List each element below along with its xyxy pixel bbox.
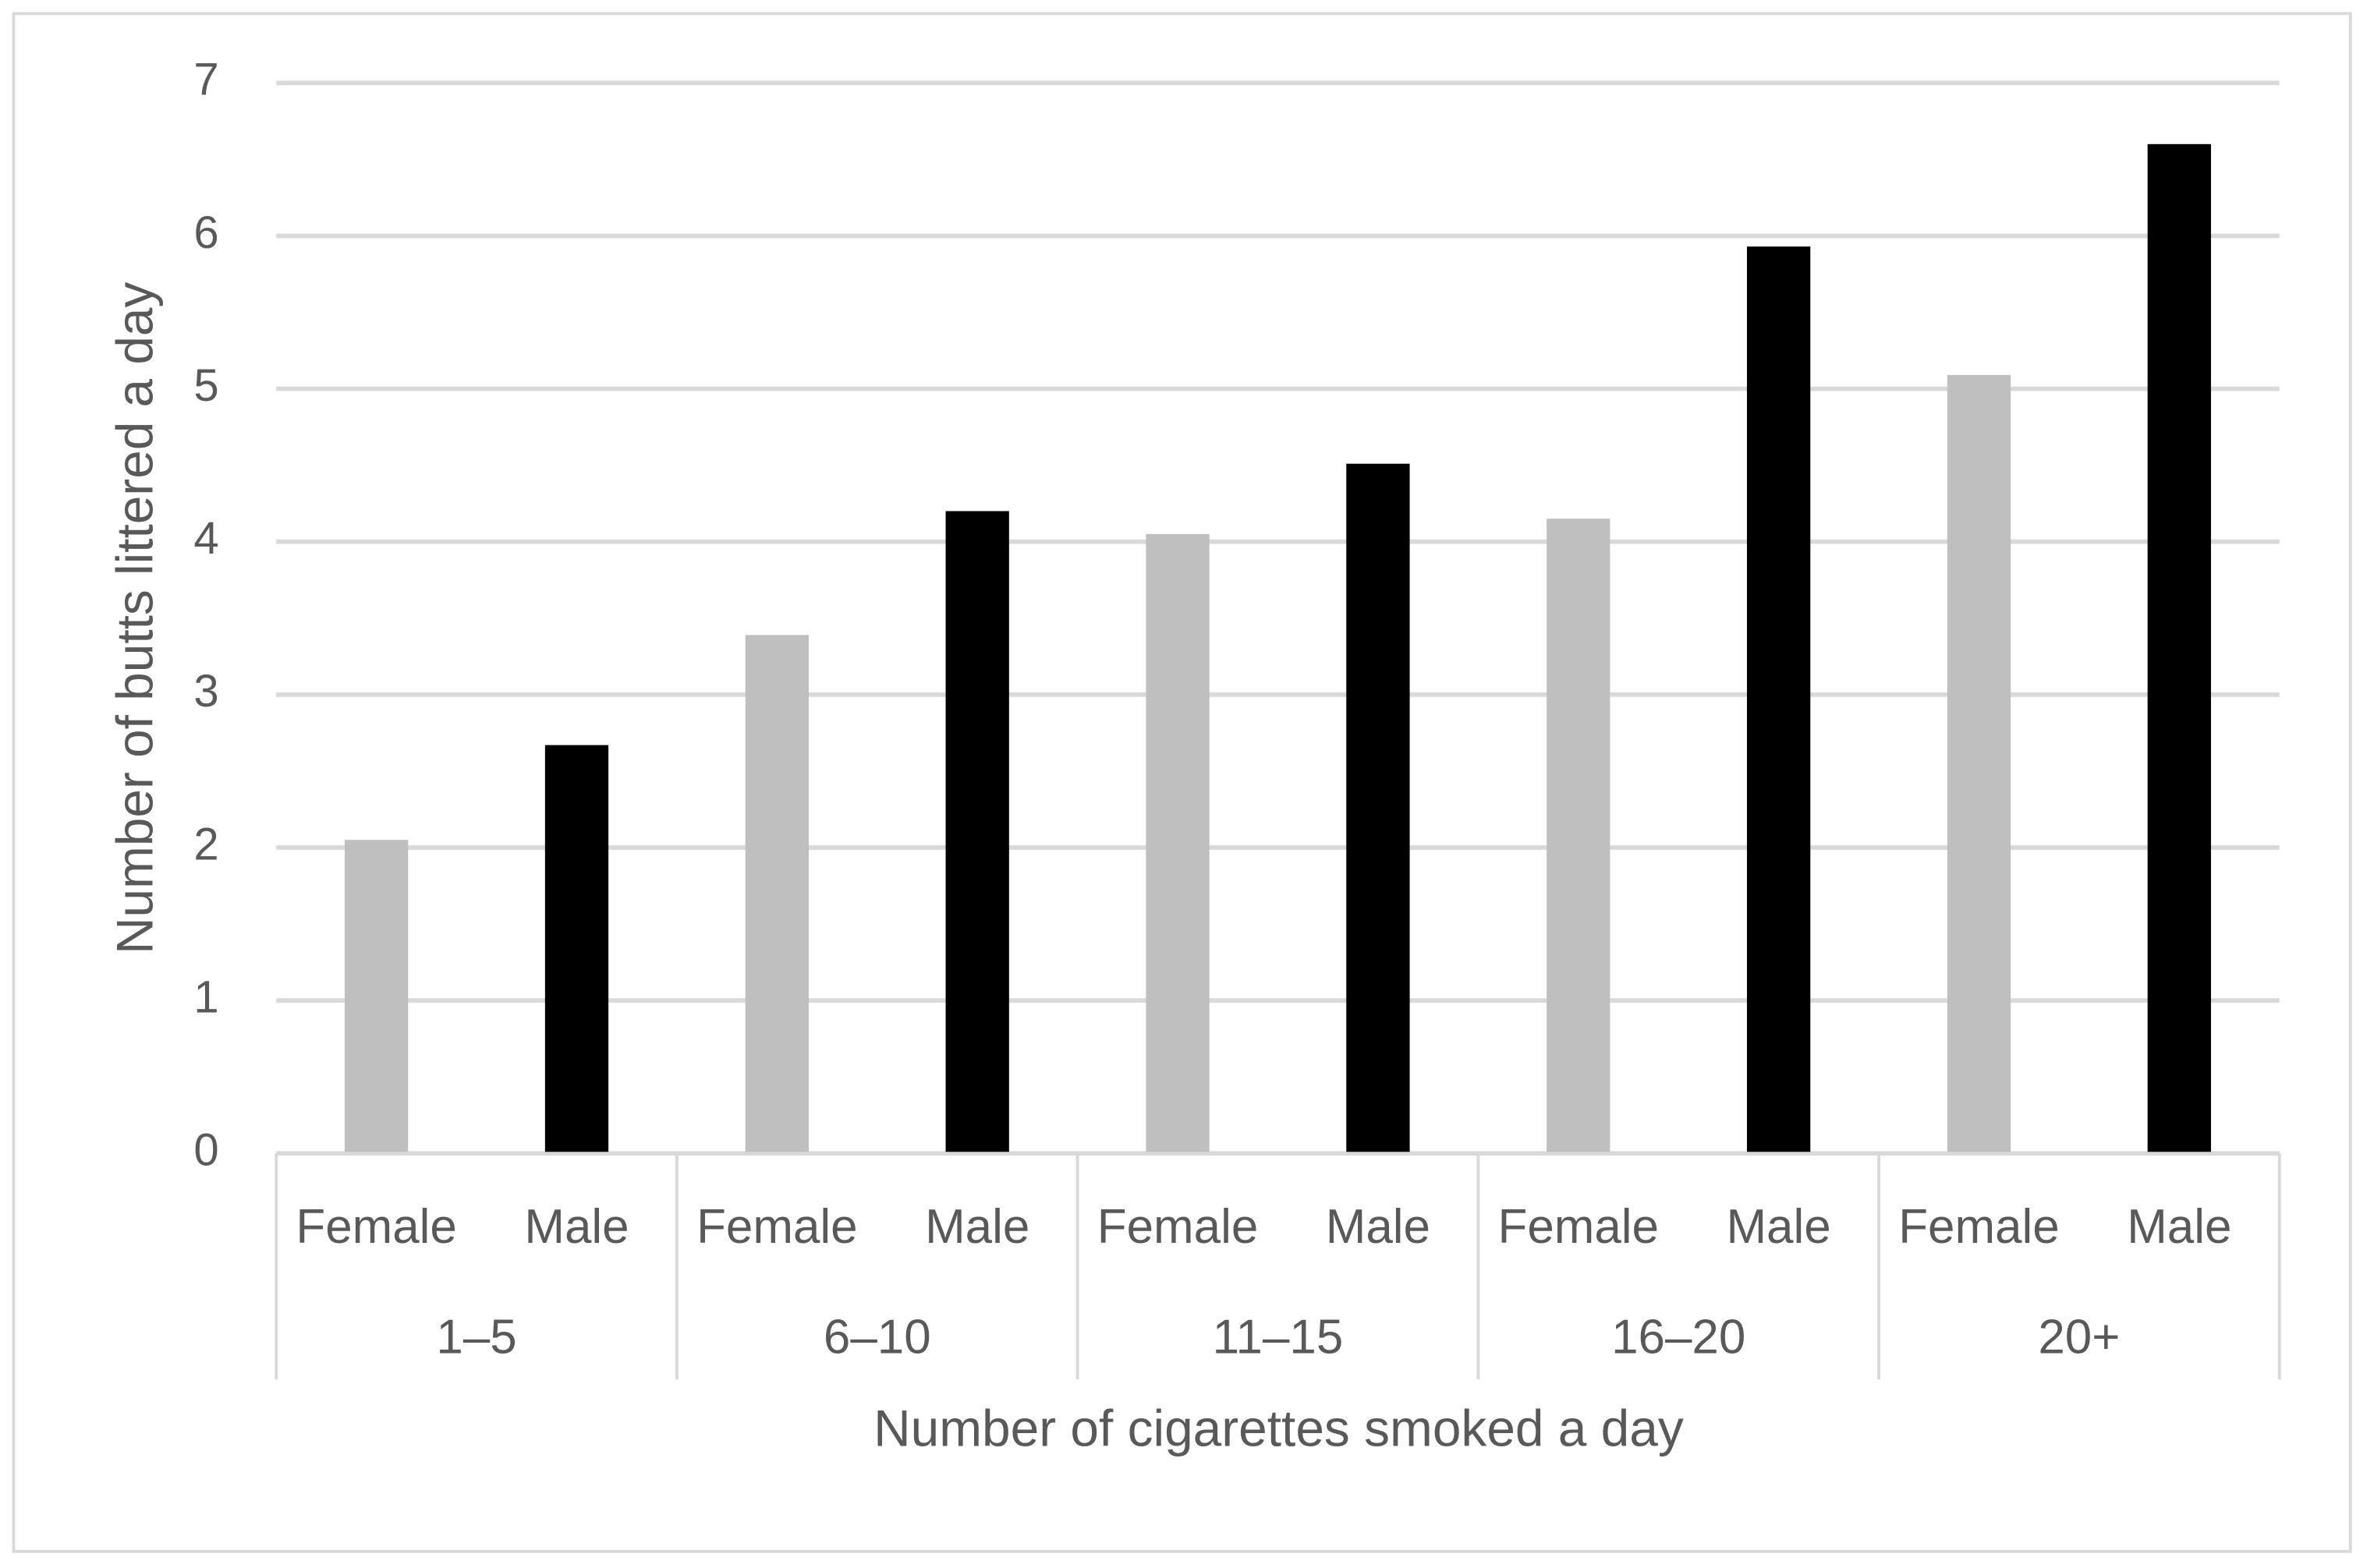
- y-tick-label: 5: [193, 360, 218, 411]
- x-group-label: 20+: [2038, 1310, 2120, 1364]
- bar: [1146, 533, 1210, 1154]
- y-tick-label: 7: [193, 55, 218, 105]
- x-group-label: 6–10: [824, 1310, 931, 1364]
- x-tick-label: Male: [524, 1200, 629, 1254]
- x-tick-label: Female: [1898, 1200, 2059, 1254]
- y-tick-label: 1: [193, 972, 218, 1022]
- x-group-label: 11–15: [1213, 1310, 1344, 1364]
- bar: [745, 635, 809, 1154]
- y-tick-label: 4: [193, 513, 218, 564]
- x-tick-label: Male: [1726, 1200, 1830, 1254]
- x-tick-label: Male: [2127, 1200, 2231, 1254]
- x-tick-label: Male: [1326, 1200, 1430, 1254]
- x-tick-label: Female: [296, 1200, 456, 1254]
- bar: [945, 511, 1009, 1154]
- y-tick-label: 6: [193, 207, 218, 258]
- x-tick-label: Female: [1498, 1200, 1659, 1254]
- bar: [1746, 246, 1811, 1154]
- bar: [1947, 374, 2011, 1154]
- x-tick-label: Female: [1097, 1200, 1258, 1254]
- x-group-label: 1–5: [436, 1310, 516, 1364]
- y-tick-label: 3: [193, 666, 218, 717]
- y-axis-title: Number of butts littered a day: [105, 282, 163, 954]
- x-group-label: 16–20: [1611, 1310, 1745, 1364]
- bar: [2147, 143, 2211, 1154]
- y-tick-label: 2: [193, 819, 218, 869]
- bar: [1346, 463, 1410, 1154]
- x-tick-label: Male: [925, 1200, 1029, 1254]
- y-tick-label: 0: [193, 1125, 218, 1176]
- bar: [1547, 519, 1610, 1154]
- x-axis-title: Number of cigarettes smoked a day: [873, 1399, 1684, 1457]
- bar: [344, 840, 409, 1154]
- bar: [544, 745, 609, 1154]
- x-tick-label: Female: [696, 1200, 857, 1254]
